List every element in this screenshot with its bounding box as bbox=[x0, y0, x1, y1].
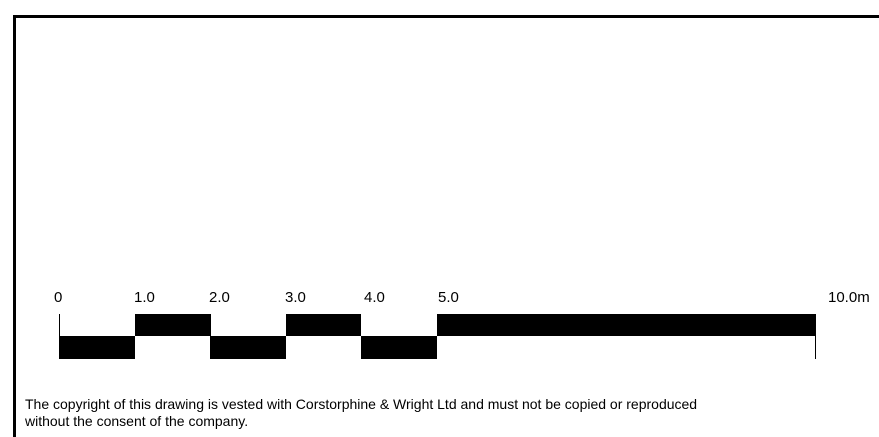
scale-segment-0-1 bbox=[59, 336, 135, 359]
copyright-line-2: without the consent of the company. bbox=[25, 413, 249, 429]
scale-end-tick bbox=[815, 336, 816, 359]
scale-segment-3-4 bbox=[286, 314, 361, 336]
scale-label-2: 2.0 bbox=[209, 289, 230, 306]
scale-segment-1-2 bbox=[135, 314, 211, 336]
scale-label-0: 0 bbox=[54, 289, 63, 306]
scale-segment-5-10 bbox=[437, 314, 816, 336]
scale-segment-4-5 bbox=[361, 336, 437, 359]
scale-label-1: 1.0 bbox=[134, 289, 155, 306]
scale-label-3: 3.0 bbox=[285, 289, 306, 306]
copyright-notice: The copyright of this drawing is vested … bbox=[25, 396, 879, 430]
scale-segment-2-3 bbox=[210, 336, 286, 359]
scale-label-4: 4.0 bbox=[364, 289, 385, 306]
copyright-line-1: The copyright of this drawing is vested … bbox=[25, 396, 698, 412]
drawing-frame-left-border bbox=[13, 15, 16, 437]
scale-start-tick bbox=[59, 314, 60, 338]
drawing-frame-top-border bbox=[13, 15, 879, 18]
scale-label-10: 10.0m bbox=[828, 289, 870, 306]
scale-label-5: 5.0 bbox=[438, 289, 459, 306]
